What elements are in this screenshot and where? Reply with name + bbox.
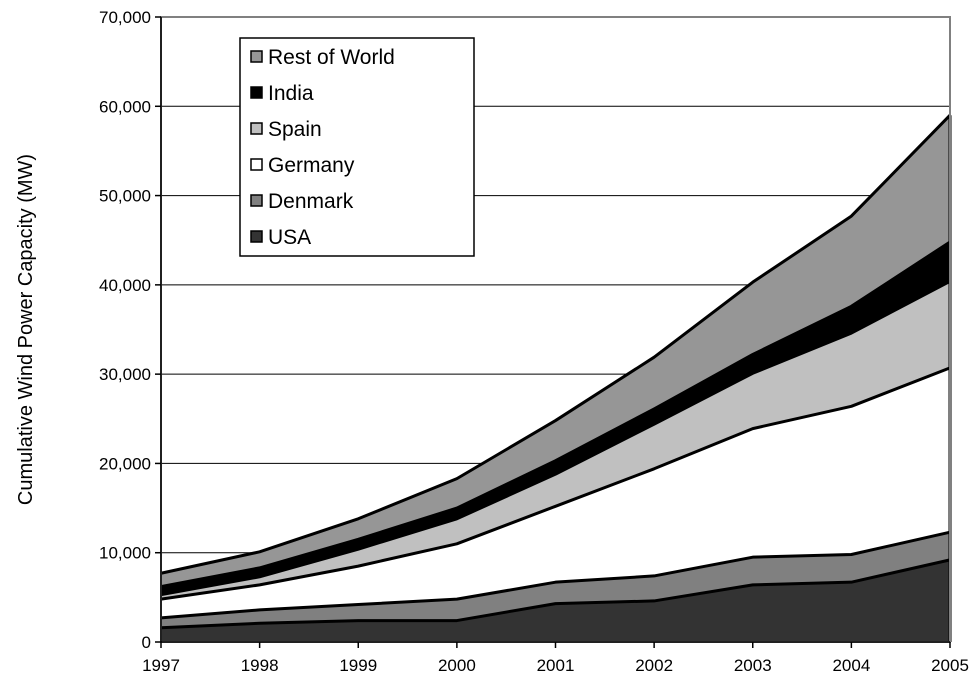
- legend-label-usa: USA: [268, 226, 311, 249]
- series-line-usa: [160, 558, 951, 630]
- x-tick-label: 1999: [339, 656, 377, 675]
- legend-label-india: India: [268, 82, 314, 105]
- x-tick-label: 2005: [931, 656, 969, 675]
- y-tick-label: 30,000: [99, 365, 151, 384]
- legend-label-germany: Germany: [268, 154, 355, 177]
- y-tick-label: 20,000: [99, 454, 151, 473]
- y-tick-label: 60,000: [99, 97, 151, 116]
- legend-swatch-rest-of-world: [250, 50, 263, 63]
- series-line-denmark: [160, 530, 951, 620]
- series-areas: [160, 114, 952, 642]
- x-tick-label: 2003: [734, 656, 772, 675]
- y-tick-label: 40,000: [99, 276, 151, 295]
- x-tick-label: 1997: [142, 656, 180, 675]
- legend-label-rest-of-world: Rest of World: [268, 46, 395, 69]
- x-tick-label: 2000: [438, 656, 476, 675]
- area-germany: [161, 367, 950, 618]
- y-tick-label: 10,000: [99, 544, 151, 563]
- series-line-spain: [160, 279, 951, 597]
- y-tick-label: 70,000: [99, 8, 151, 27]
- y-axis-title: Cumulative Wind Power Capacity (MW): [15, 154, 37, 505]
- y-tick-label: 50,000: [99, 187, 151, 206]
- legend-swatch-denmark: [250, 194, 263, 207]
- legend-label-spain: Spain: [268, 118, 322, 141]
- x-axis: 1997 1998 1999 2000 2001 2002 2003 2004 2005: [142, 641, 969, 675]
- area-denmark: [161, 532, 950, 628]
- legend-swatch-germany: [250, 158, 263, 171]
- x-tick-label: 2001: [537, 656, 575, 675]
- legend-swatch-spain: [250, 122, 263, 135]
- legend-box: [239, 37, 475, 257]
- y-axis: 0 10,000 20,000 30,000 40,000 50,000 60,000 70,…: [99, 8, 162, 652]
- y-tick-label: 0: [142, 633, 151, 652]
- x-tick-label: 2004: [832, 656, 870, 675]
- series-line-germany: [160, 366, 951, 601]
- x-tick-label: 1998: [241, 656, 279, 675]
- series-line-rest-of-world: [160, 114, 952, 575]
- legend-swatch-india: [250, 86, 263, 99]
- series-line-india: [160, 240, 951, 589]
- legend: Rest of World India Spain Germany Denmark USA: [239, 37, 475, 257]
- legend-swatch-usa: [250, 230, 263, 243]
- x-tick-label: 2002: [635, 656, 673, 675]
- legend-label-denmark: Denmark: [268, 190, 354, 213]
